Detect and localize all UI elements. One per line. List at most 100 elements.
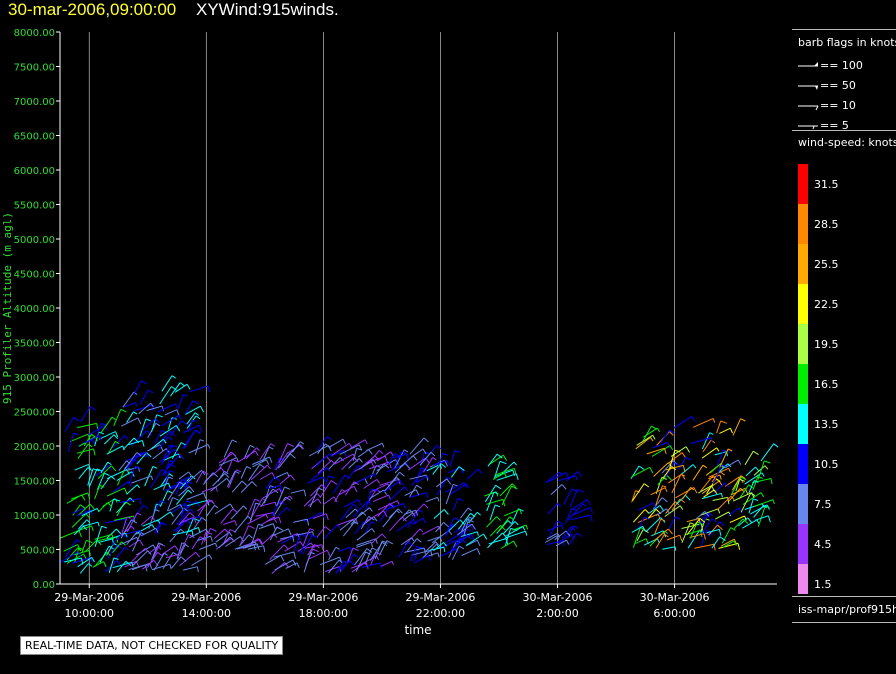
wind-barb-flag <box>268 446 274 450</box>
wind-barb <box>64 417 74 432</box>
wind-barb-flag <box>352 547 359 551</box>
wind-barb-flag <box>151 524 156 530</box>
wind-barb-flag <box>78 530 82 538</box>
wind-barb <box>499 483 513 497</box>
wind-barb-flag <box>664 448 667 454</box>
wind-barb <box>430 546 445 551</box>
wind-barb <box>98 431 116 440</box>
wind-barb-flag <box>756 519 760 524</box>
wind-barb-flag <box>370 461 375 468</box>
wind-barb-flag <box>170 431 176 437</box>
wind-barb <box>99 545 110 563</box>
wind-barb <box>673 415 692 429</box>
wind-barb <box>668 516 676 529</box>
wind-barb <box>372 494 389 503</box>
wind-barb <box>365 521 372 533</box>
wind-barb-flag <box>288 528 292 536</box>
wind-barb <box>158 403 176 413</box>
wind-barb-flag <box>158 542 164 546</box>
wind-barb-flag <box>343 450 347 457</box>
wind-barb <box>662 546 676 550</box>
wind-barb <box>108 557 115 573</box>
wind-barb-flag <box>764 460 771 464</box>
wind-barb <box>570 499 588 511</box>
wind-barb <box>423 457 434 473</box>
wind-barb <box>77 556 92 568</box>
wind-barb-flag <box>565 472 569 479</box>
wind-barb-flag <box>317 498 322 504</box>
wind-barb <box>681 522 691 543</box>
wind-barb-flag <box>381 533 387 539</box>
wind-barb <box>681 523 702 529</box>
wind-barb <box>681 487 692 500</box>
wind-barb <box>141 559 155 570</box>
wind-barb-flag <box>249 444 255 448</box>
wind-barb-flag <box>141 380 148 385</box>
wind-barb-flag <box>764 465 769 470</box>
wind-barb <box>195 470 204 483</box>
wind-barb <box>284 541 301 552</box>
wind-barb <box>544 535 557 543</box>
wind-barb <box>161 463 171 477</box>
wind-barb <box>425 496 438 503</box>
wind-barb-flag <box>92 468 100 472</box>
wind-barb <box>248 464 261 481</box>
wind-barb <box>655 508 667 517</box>
wind-barb-flag <box>412 455 418 461</box>
wind-barb <box>279 535 293 540</box>
wind-barb-flag <box>212 472 219 478</box>
wind-barb <box>140 515 152 526</box>
wind-barb-flag <box>760 492 765 498</box>
wind-barb <box>274 457 280 471</box>
wind-barb-flag <box>232 452 237 458</box>
wind-barb <box>718 463 729 473</box>
wind-barb-flag <box>396 477 400 481</box>
wind-barb-flag <box>116 560 121 565</box>
wind-barb <box>694 543 715 549</box>
wind-barb-flag <box>108 465 113 471</box>
wind-barb-flag <box>730 527 736 531</box>
wind-barb <box>466 539 478 547</box>
wind-barb-flag <box>467 507 472 512</box>
wind-barb <box>446 517 455 533</box>
wind-barb-flag <box>369 507 373 512</box>
wind-barb-flag <box>176 409 180 416</box>
wind-barb-flag <box>124 487 128 495</box>
wind-barb <box>413 554 429 564</box>
wind-barb <box>186 527 199 533</box>
wind-barb-flag <box>432 456 437 461</box>
wind-barb <box>131 475 152 484</box>
wind-barb-flag <box>430 451 436 457</box>
wind-barb-flag <box>371 488 379 492</box>
wind-barb-flag <box>76 539 81 543</box>
wind-barb-flag <box>229 503 234 510</box>
wind-barb <box>251 523 259 544</box>
wind-barb-flag <box>181 420 188 426</box>
wind-barb <box>302 534 313 554</box>
wind-barb <box>724 476 740 487</box>
wind-barb <box>133 380 142 395</box>
wind-barb-flag <box>394 453 402 458</box>
wind-barb <box>692 417 714 428</box>
wind-barb <box>760 443 775 462</box>
wind-barb <box>547 503 559 515</box>
wind-barb-flag <box>266 464 271 470</box>
wind-barb-flag <box>750 492 756 496</box>
wind-barb <box>409 437 425 455</box>
wind-barb <box>126 531 138 545</box>
wind-barb-flag <box>423 437 429 443</box>
grid-lines <box>88 32 675 584</box>
wind-barb <box>128 539 140 548</box>
wind-barb <box>457 523 473 536</box>
wind-barb-flag <box>522 526 526 531</box>
wind-barb <box>757 505 766 527</box>
wind-barb <box>310 467 328 481</box>
wind-barb-flag <box>299 541 304 547</box>
wind-barb <box>231 480 243 493</box>
colorbar-label: 10.5 <box>814 458 839 471</box>
wind-barb <box>694 511 706 521</box>
wind-barb-flag <box>378 450 384 455</box>
wind-barb <box>389 516 403 532</box>
wind-barb <box>77 443 89 459</box>
wind-barb-flag <box>383 463 390 469</box>
